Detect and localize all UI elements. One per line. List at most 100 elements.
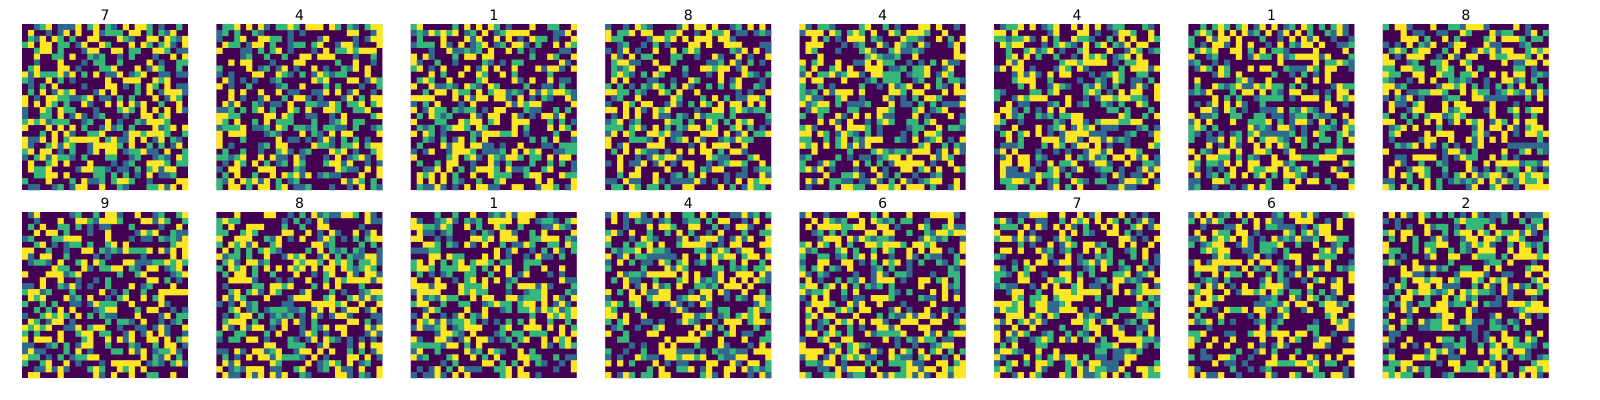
heatmap-cell [416, 366, 423, 373]
heatmap-cell [51, 342, 58, 349]
heatmap-cell [1253, 118, 1260, 126]
heatmap-cell [1519, 53, 1526, 60]
heatmap-cell [140, 289, 147, 296]
heatmap-cell [953, 47, 960, 54]
heatmap-cell [170, 271, 177, 278]
heatmap-cell [1519, 71, 1526, 78]
heatmap-cell [1324, 112, 1331, 120]
heatmap-cell [45, 253, 52, 260]
heatmap-cell [1094, 83, 1102, 90]
heatmap-cell [729, 59, 736, 66]
heatmap-cell [240, 330, 247, 337]
heatmap-cell [27, 247, 35, 254]
heatmap-cell [523, 41, 530, 49]
heatmap-cell [888, 95, 895, 102]
heatmap-cell [122, 295, 130, 302]
heatmap-cell [1406, 178, 1413, 185]
heatmap-cell [646, 154, 653, 161]
heatmap-cell [358, 95, 365, 102]
heatmap-cell [1118, 29, 1125, 37]
heatmap-cell [1094, 95, 1102, 102]
heatmap-cell [1017, 178, 1024, 185]
heatmap-cell [110, 160, 118, 167]
heatmap-cell [729, 160, 736, 167]
heatmap-cell [1400, 83, 1407, 90]
heatmap-cell [346, 184, 354, 191]
heatmap-cell [858, 89, 866, 96]
heatmap-cell [1489, 35, 1496, 43]
heatmap-cell [352, 29, 359, 37]
heatmap-cell [1448, 107, 1455, 114]
heatmap-cell [1301, 154, 1308, 161]
heatmap-cell [529, 348, 536, 355]
heatmap-cell [688, 212, 695, 219]
heatmap-cell [470, 148, 477, 155]
heatmap-cell [858, 35, 866, 43]
heatmap-cell [1259, 184, 1266, 191]
heatmap-cell [164, 289, 171, 296]
heatmap-cell [287, 283, 294, 290]
heatmap-cell [711, 65, 719, 72]
heatmap-cell [257, 89, 265, 96]
heatmap-cell [646, 235, 653, 242]
heatmap-cell [611, 184, 618, 191]
heatmap-cell [128, 53, 135, 60]
heatmap-cell [176, 71, 183, 78]
heatmap-cell [45, 247, 52, 254]
heatmap-cell [116, 101, 124, 108]
heatmap-cell [352, 265, 359, 272]
heatmap-cell [164, 112, 171, 120]
heatmap-cell [953, 59, 960, 66]
heatmap-cell [688, 101, 695, 108]
heatmap-cell [1301, 107, 1308, 114]
heatmap-cell [228, 223, 235, 231]
heatmap-cell [1542, 184, 1550, 191]
heatmap-cell [535, 41, 542, 49]
heatmap-cell [1271, 71, 1278, 78]
heatmap-cell [1471, 172, 1478, 179]
heatmap-cell [835, 89, 842, 96]
heatmap-cell [1194, 77, 1201, 84]
heatmap-cell [1206, 142, 1213, 149]
heatmap-cell [1112, 95, 1119, 102]
heatmap-cell [876, 148, 883, 155]
heatmap-cell [570, 289, 578, 296]
heatmap-cell [1259, 166, 1266, 173]
heatmap-cell [717, 271, 725, 278]
heatmap-cell [876, 154, 883, 161]
heatmap-cell [682, 184, 689, 191]
heatmap-cell [1011, 35, 1019, 43]
heatmap-cell [935, 166, 943, 173]
heatmap-cell [376, 271, 383, 278]
heatmap-cell [222, 178, 229, 185]
heatmap-cell [39, 35, 47, 43]
heatmap-cell [57, 372, 64, 379]
heatmap-cell [158, 259, 165, 266]
heatmap-cell [670, 300, 677, 308]
heatmap-cell [1271, 47, 1278, 54]
heatmap-cell [323, 47, 330, 54]
heatmap-cell [69, 112, 76, 120]
heatmap-cell [499, 107, 506, 114]
heatmap-cell [1206, 65, 1213, 72]
heatmap-cell [364, 235, 371, 242]
heatmap-cell [1053, 53, 1060, 60]
heatmap-cell [723, 217, 730, 225]
heatmap-cell [1501, 148, 1508, 155]
heatmap-cell [1406, 59, 1413, 66]
heatmap-cell [652, 130, 659, 137]
heatmap-cell [670, 154, 677, 161]
heatmap-cell [529, 300, 536, 308]
heatmap-cell [617, 184, 624, 191]
heatmap-cell [116, 71, 124, 78]
heatmap-cell [694, 223, 701, 231]
heatmap-cell [222, 259, 229, 266]
heatmap-cell [481, 142, 489, 149]
heatmap-cell [634, 295, 642, 302]
heatmap-cell [340, 300, 348, 308]
heatmap-cell [570, 160, 578, 167]
heatmap-cell [182, 107, 189, 114]
heatmap-cell [729, 83, 736, 90]
heatmap-cell [251, 229, 259, 237]
heatmap-cell [1188, 130, 1195, 137]
